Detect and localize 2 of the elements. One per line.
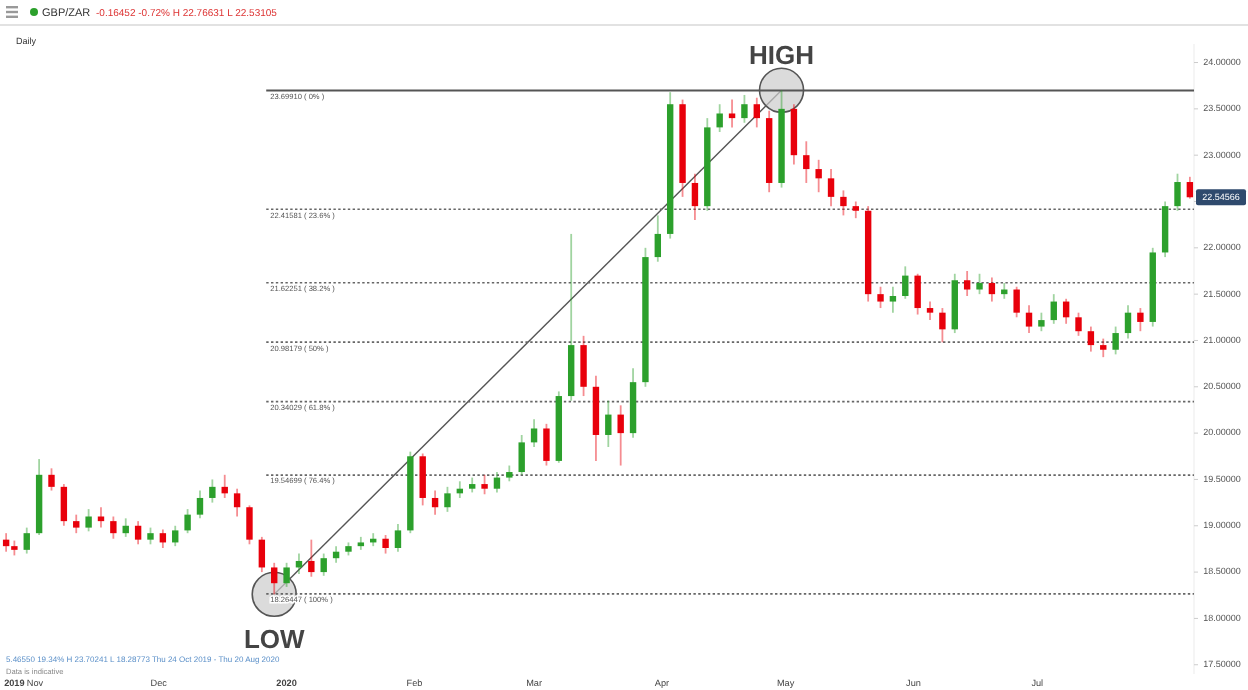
annotation: LOW xyxy=(243,623,306,654)
annotation: HIGH xyxy=(749,40,815,71)
